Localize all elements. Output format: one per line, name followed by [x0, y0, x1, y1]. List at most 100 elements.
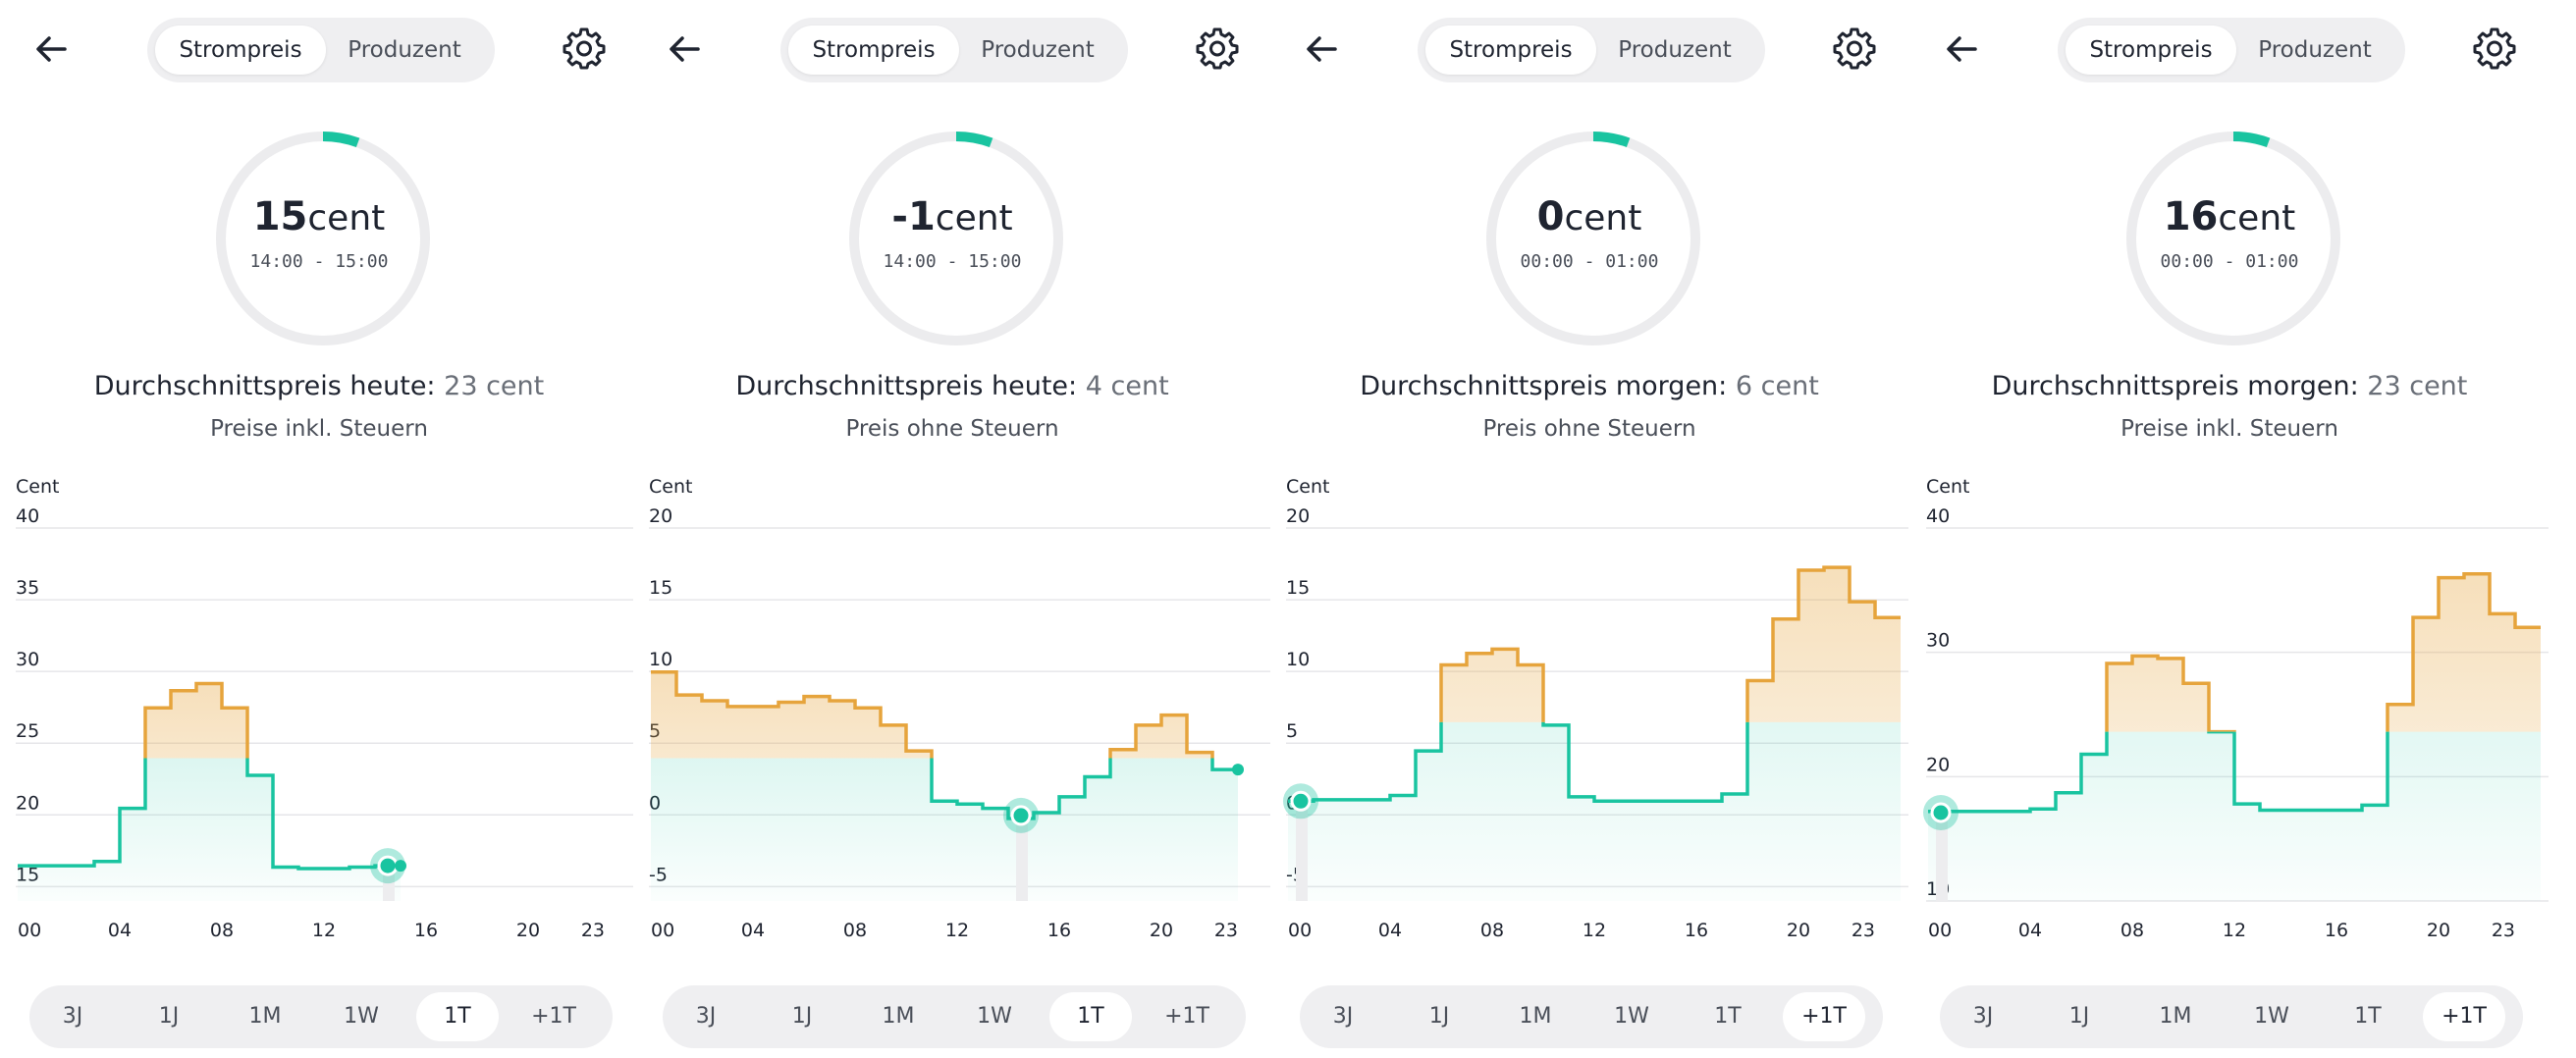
x-tick-label: 12	[2223, 920, 2246, 941]
back-arrow-icon[interactable]	[663, 27, 706, 71]
price-line-above	[1439, 565, 1901, 722]
y-tick-label: 40	[16, 505, 39, 527]
x-tick-label: 00	[1288, 920, 1312, 941]
range-option[interactable]: 1J	[158, 1004, 180, 1029]
line-end-dot	[395, 860, 406, 873]
current-hour-marker[interactable]	[1010, 805, 1032, 826]
x-tick-label: 20	[2427, 920, 2450, 941]
range-option[interactable]: 3J	[1972, 1004, 1994, 1029]
range-option[interactable]: 3J	[695, 1004, 717, 1029]
range-option[interactable]: 1M	[2159, 1004, 2192, 1029]
tab-produzent[interactable]: Produzent	[981, 37, 1095, 63]
x-tick-label: 23	[2492, 920, 2515, 941]
time-window: 00:00 - 01:00	[2160, 251, 2299, 272]
price-line-below	[930, 758, 1238, 820]
y-tick-label: 35	[16, 577, 39, 599]
range-option[interactable]: 1W	[1614, 1004, 1649, 1029]
x-tick-label: 04	[2018, 920, 2042, 941]
tax-note: Preis ohne Steuern	[1482, 416, 1696, 442]
back-arrow-icon[interactable]	[29, 27, 73, 71]
tab-produzent[interactable]: Produzent	[2258, 37, 2372, 63]
average-value: 23 cent	[444, 371, 545, 401]
x-tick-label: 00	[1928, 920, 1952, 941]
range-option[interactable]: 1J	[791, 1004, 813, 1029]
y-axis-label: Cent	[1286, 476, 1329, 498]
range-option[interactable]: 1W	[344, 1004, 379, 1029]
gear-icon[interactable]	[562, 26, 607, 71]
x-tick-label: 08	[2120, 920, 2144, 941]
range-option[interactable]: 1W	[977, 1004, 1012, 1029]
gear-icon[interactable]	[2472, 26, 2517, 71]
y-tick-label: 40	[1926, 505, 1950, 527]
x-tick-label: 04	[1378, 920, 1402, 941]
price-progress-ring	[1486, 132, 1700, 345]
price-unit: cent	[1564, 198, 1642, 238]
average-label: Durchschnittspreis morgen:	[1991, 371, 2359, 401]
price-line-above	[651, 670, 1214, 759]
range-option[interactable]: 1M	[248, 1004, 282, 1029]
price-screen-3: Strompreis Produzent 0cent 00:00 - 01:00…	[1270, 0, 1908, 1058]
current-hour-band	[1296, 801, 1308, 901]
average-value: 23 cent	[2367, 371, 2468, 401]
gear-icon[interactable]	[1832, 26, 1877, 71]
x-tick-label: 16	[414, 920, 438, 941]
price-value: -1	[891, 194, 936, 239]
x-tick-label: 20	[516, 920, 540, 941]
tax-note: Preise inkl. Steuern	[2120, 416, 2338, 442]
range-option[interactable]: 1M	[1519, 1004, 1552, 1029]
y-tick-label: 30	[1926, 630, 1950, 652]
price-chart[interactable]: Cent-50510152000040812162023	[633, 471, 1271, 942]
range-option[interactable]: +1T	[1164, 1004, 1209, 1029]
average-label: Durchschnittspreis heute:	[93, 371, 436, 401]
range-option[interactable]: 1T	[416, 992, 499, 1041]
price-chart[interactable]: Cent1020304000040812162023	[1910, 471, 2549, 942]
tab-produzent[interactable]: Produzent	[348, 37, 461, 63]
range-option[interactable]: 1J	[2068, 1004, 2090, 1029]
range-option[interactable]: 1J	[1428, 1004, 1450, 1029]
current-hour-marker[interactable]	[1930, 802, 1952, 823]
time-range-selector: 3J 1J 1M 1W 1T +1T	[663, 985, 1246, 1048]
range-option[interactable]: +1T	[531, 1004, 576, 1029]
range-option[interactable]: 1T	[1714, 1004, 1742, 1029]
current-price: 0cent	[1270, 194, 1908, 239]
tab-strompreis[interactable]: Strompreis	[2066, 26, 2236, 75]
range-option[interactable]: 1T	[1049, 992, 1132, 1041]
average-value: 4 cent	[1085, 371, 1169, 401]
current-hour-band	[1016, 815, 1028, 901]
tab-strompreis[interactable]: Strompreis	[1425, 26, 1596, 75]
range-option[interactable]: 1T	[2354, 1004, 2382, 1029]
back-arrow-icon[interactable]	[1300, 27, 1343, 71]
current-hour-marker[interactable]	[1290, 790, 1312, 812]
gear-icon[interactable]	[1195, 26, 1240, 71]
price-screen-2: Strompreis Produzent -1cent 14:00 - 15:0…	[633, 0, 1271, 1058]
price-screen-1: Strompreis Produzent 15cent 14:00 - 15:0…	[0, 0, 638, 1058]
tab-strompreis[interactable]: Strompreis	[788, 26, 959, 75]
tab-strompreis[interactable]: Strompreis	[155, 26, 326, 75]
range-option[interactable]: 1M	[882, 1004, 915, 1029]
time-window: 14:00 - 15:00	[883, 251, 1022, 272]
x-tick-label: 20	[1787, 920, 1810, 941]
price-chart[interactable]: Cent-50510152000040812162023	[1270, 471, 1908, 942]
range-option[interactable]: 3J	[62, 1004, 83, 1029]
area-above-average	[651, 671, 1212, 759]
price-line-below	[18, 758, 401, 871]
price-line-below	[1288, 721, 1749, 804]
range-option[interactable]: +1T	[1783, 992, 1865, 1041]
current-hour-band	[1936, 813, 1948, 901]
tab-produzent[interactable]: Produzent	[1618, 37, 1732, 63]
range-option[interactable]: +1T	[2423, 992, 2505, 1041]
range-option[interactable]: 3J	[1332, 1004, 1354, 1029]
current-hour-marker[interactable]	[377, 855, 399, 876]
price-progress-ring	[216, 132, 430, 345]
back-arrow-icon[interactable]	[1940, 27, 1983, 71]
range-option[interactable]: 1W	[2254, 1004, 2289, 1029]
x-tick-label: 08	[843, 920, 867, 941]
x-tick-label: 04	[108, 920, 132, 941]
time-range-selector: 3J 1J 1M 1W 1T +1T	[1940, 985, 2523, 1048]
x-tick-label: 16	[1685, 920, 1708, 941]
x-tick-label: 23	[1214, 920, 1238, 941]
price-chart[interactable]: Cent15202530354000040812162023	[0, 471, 638, 942]
average-price: Durchschnittspreis heute: 4 cent	[633, 371, 1271, 401]
x-tick-label: 23	[1852, 920, 1875, 941]
tax-note: Preise inkl. Steuern	[210, 416, 428, 442]
